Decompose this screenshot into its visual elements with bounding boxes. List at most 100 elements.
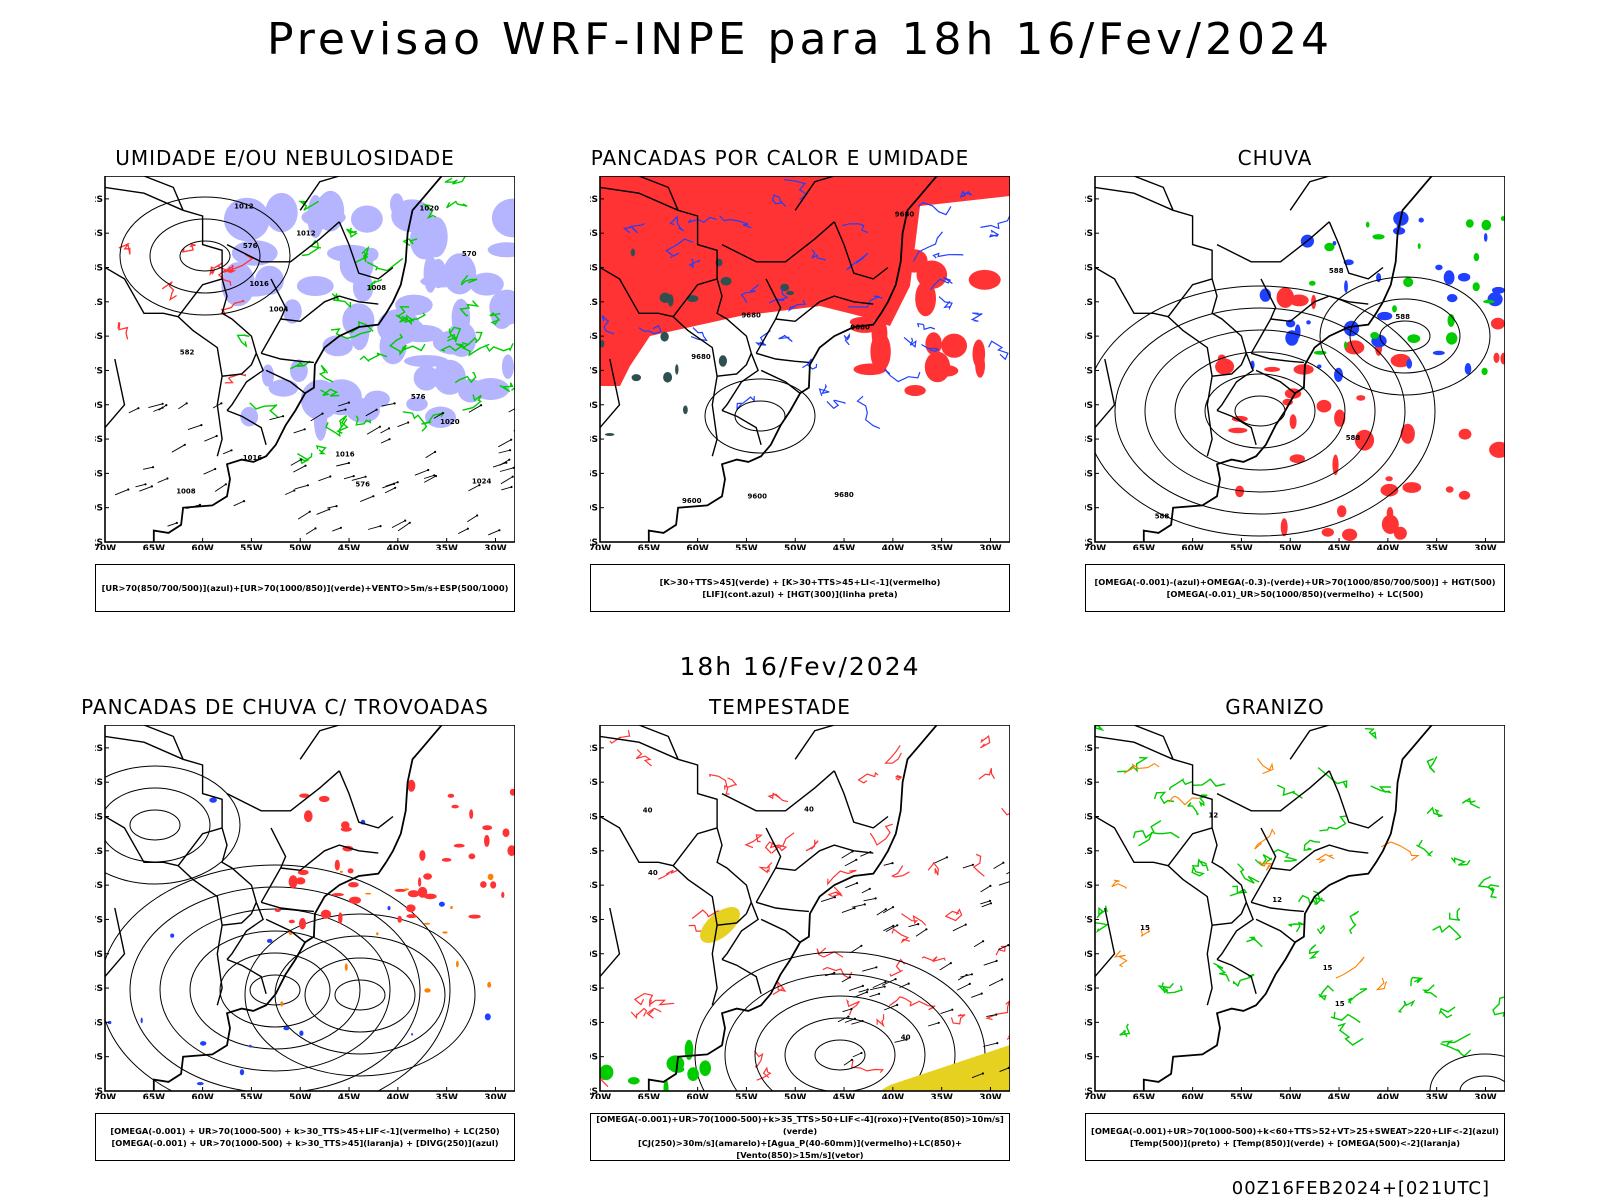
contour-label: 1020 <box>440 418 460 426</box>
omega-strong-area <box>1309 216 1505 376</box>
map-tempestade: 40 40 40 40 12S 15S 18S 21S 24S 27S 30S 33S 36S 39S 42… <box>590 725 1010 1099</box>
wind-vectors <box>114 401 515 536</box>
lon-tick-label: 30W <box>979 544 1002 550</box>
lat-tick-label: 21S <box>590 298 598 308</box>
lat-tick-label: 33S <box>590 984 598 994</box>
lon-tick-label: 70W <box>1085 544 1106 550</box>
lat-tick-label: 27S <box>1085 915 1093 925</box>
hgt-500-contours <box>1095 285 1436 537</box>
lat-tick-label: 39S <box>1085 1053 1093 1063</box>
map-body: 40 40 40 40 <box>600 725 1010 1091</box>
contour-label: 9680 <box>834 491 854 499</box>
map-axes: 12S 15S 18S 21S 24S 27S 30S 33S 36S 39S 42S70W 65W 6… <box>95 195 507 550</box>
map-background <box>1095 725 1505 1091</box>
borders <box>105 725 394 1006</box>
map-axes: 12S 15S 18S 21S 24S 27S 30S 33S 36S 39S 42S70W 65W 6… <box>590 195 1002 550</box>
lat-tick-label: 24S <box>95 881 103 891</box>
contour-label: 1008 <box>367 284 387 292</box>
lon-tick-label: 60W <box>686 1093 709 1099</box>
legend-line: [OMEGA(-0.001) + UR>70(1000-500) + k>30_… <box>111 1138 499 1148</box>
lat-tick-label: 15S <box>1085 229 1093 239</box>
lat-tick-label: 24S <box>95 332 103 342</box>
lon-tick-label: 35W <box>1425 544 1448 550</box>
map-granizo: 15 15 12 12 15 12S 15S 18S 21S 24S 27S 30S 33S 36S 39S… <box>1085 725 1505 1099</box>
convection-area <box>600 176 1010 386</box>
contour-label: 9600 <box>682 497 702 505</box>
lon-tick-label: 65W <box>143 1093 166 1099</box>
contour-label: 12 <box>1272 896 1282 904</box>
contour-label: 40 <box>804 806 814 814</box>
lat-tick-label: 21S <box>95 298 103 308</box>
contour-label: 1016 <box>243 454 263 462</box>
lon-tick-label: 55W <box>1230 544 1253 550</box>
lon-tick-label: 60W <box>686 544 709 550</box>
lon-tick-label: 35W <box>435 1093 458 1099</box>
lat-tick-label: 33S <box>1085 435 1093 445</box>
lat-tick-label: 42S <box>1085 538 1093 548</box>
lat-tick-label: 42S <box>590 1087 598 1097</box>
panel-trovoadas: PANCADAS DE CHUVA C/ TROVOADAS 12S 15S 18S… <box>55 695 515 1195</box>
coastline <box>647 176 938 542</box>
lon-tick-label: 40W <box>882 1093 905 1099</box>
contour-label: 588 <box>1329 267 1344 275</box>
lon-tick-label: 50W <box>289 1093 312 1099</box>
contour-label: 15 <box>1335 1000 1345 1008</box>
map-umidade: 1008 1012 1012 1016 1016 1016 1020 1020 1024 576 5… <box>95 176 515 550</box>
lat-tick-label: 15S <box>95 778 103 788</box>
legend-line: [OMEGA(-0.001)+UR>70(1000-500)+k>35_TTS>… <box>596 1114 1004 1136</box>
contour-label: 1012 <box>296 230 316 238</box>
lat-tick-label: 15S <box>95 229 103 239</box>
contour-label: 576 <box>243 242 258 250</box>
lat-tick-label: 36S <box>95 1018 103 1028</box>
panel-tempestade: TEMPESTADE 40 40 40 40 12S 15S 18S 21S 24S 27S 30S… <box>550 695 1010 1195</box>
contour-label: 15 <box>1140 924 1150 932</box>
map-body: 1008 1012 1012 1016 1016 1016 1020 1020 1024 576 5… <box>105 176 515 542</box>
lat-tick-label: 27S <box>1085 366 1093 376</box>
panel-legend: [OMEGA(-0.001) + UR>70(1000-500) + k>30_… <box>95 1113 515 1161</box>
lat-tick-label: 27S <box>95 915 103 925</box>
lat-tick-label: 36S <box>590 469 598 479</box>
map-body: 9680 9680 9680 9680 9600 9600 9680 <box>600 176 1010 542</box>
lon-tick-label: 45W <box>338 1093 361 1099</box>
contour-label: 570 <box>462 250 477 258</box>
run-time-label: 00Z16FEB2024+[021UTC] <box>1231 1178 1490 1199</box>
legend-line: [K>30+TTS>45](verde) + [K>30+TTS>45+LI<-… <box>659 577 941 587</box>
page-title: Previsao WRF-INPE para 18h 16/Fev/2024 <box>267 14 1333 65</box>
contour-labels: 1008 1012 1012 1016 1016 1016 1020 1020 1024 576 5… <box>176 203 491 496</box>
lon-tick-label: 50W <box>289 544 312 550</box>
contour-label: 15 <box>1323 964 1333 972</box>
lat-tick-label: 12S <box>1085 195 1093 205</box>
lat-tick-label: 12S <box>1085 744 1093 754</box>
borders <box>1095 725 1384 1006</box>
lat-tick-label: 39S <box>95 504 103 514</box>
contour-label: 12 <box>1209 812 1219 820</box>
lat-tick-label: 18S <box>1085 264 1093 274</box>
lon-tick-label: 45W <box>1328 544 1351 550</box>
panel-title: PANCADAS DE CHUVA C/ TROVOADAS <box>81 695 489 719</box>
legend-line: [OMEGA(-0.01)_UR>50(1000/850)(vermelho) … <box>1166 589 1424 599</box>
map-axes: 12S 15S 18S 21S 24S 27S 30S 33S 36S 39S 42S70W 65W 6… <box>1085 744 1497 1099</box>
lat-tick-label: 33S <box>1085 984 1093 994</box>
lat-tick-label: 42S <box>95 538 103 548</box>
panel-title: PANCADAS POR CALOR E UMIDADE <box>590 146 970 170</box>
lat-tick-label: 36S <box>1085 1018 1093 1028</box>
borders <box>105 176 394 457</box>
panel-title: CHUVA <box>1237 146 1313 170</box>
lon-tick-label: 35W <box>930 1093 953 1099</box>
lon-tick-label: 65W <box>1133 1093 1156 1099</box>
contour-label: 1020 <box>420 205 440 213</box>
lon-tick-label: 65W <box>638 544 661 550</box>
wind-850-vectors <box>820 850 1010 1079</box>
map-body: 15 15 12 12 15 <box>1095 725 1505 1091</box>
lon-tick-label: 40W <box>882 544 905 550</box>
lat-tick-label: 30S <box>1085 401 1093 411</box>
map-trovoadas: 12S 15S 18S 21S 24S 27S 30S 33S 36S 39S 42S70W 65W 6… <box>95 725 515 1099</box>
lat-tick-label: 36S <box>95 469 103 479</box>
contour-label: 9600 <box>748 493 768 501</box>
lat-tick-label: 21S <box>1085 847 1093 857</box>
lat-tick-label: 12S <box>95 744 103 754</box>
lat-tick-label: 27S <box>590 915 598 925</box>
contour-labels: 588 588 588 588 <box>1155 267 1410 521</box>
lat-tick-label: 18S <box>95 264 103 274</box>
lon-tick-label: 60W <box>1181 1093 1204 1099</box>
